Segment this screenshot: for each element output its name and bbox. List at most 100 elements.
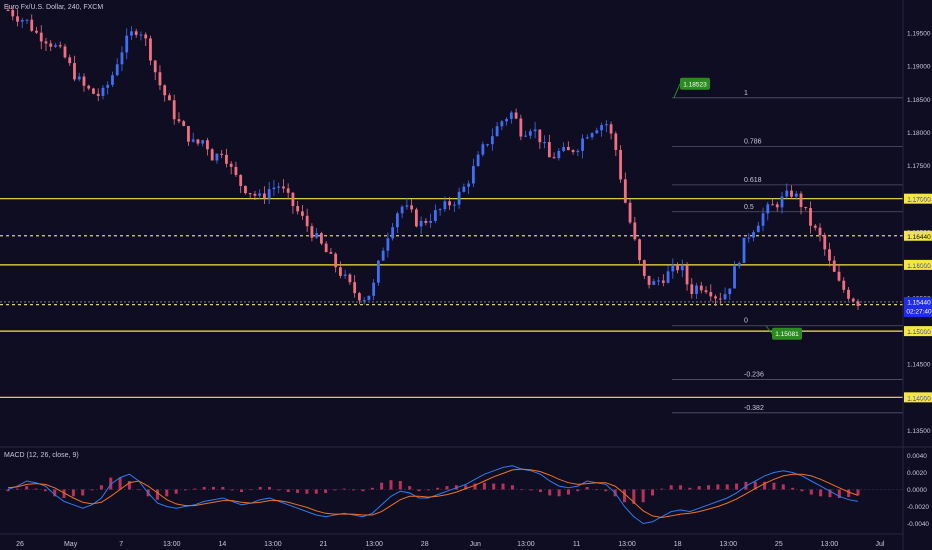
candle-body [438, 209, 442, 211]
macd-histogram-bar [6, 489, 10, 492]
price-tick-label: 1.19000 [907, 64, 931, 71]
macd-histogram-bar [389, 480, 393, 490]
macd-histogram-bar [240, 489, 244, 493]
candle-body [229, 163, 233, 167]
candle-body [429, 220, 433, 223]
time-tick-label: 13:00 [517, 541, 535, 548]
candle-body [282, 186, 285, 189]
macd-histogram-bar [837, 489, 841, 498]
macd-histogram-bar [520, 489, 524, 491]
macd-histogram-bar [305, 489, 309, 494]
candle-body [809, 208, 812, 226]
candle-body [424, 220, 428, 223]
candle-body [524, 135, 527, 137]
candle-body [685, 265, 689, 285]
candle-body [263, 193, 266, 199]
macd-histogram-bar [622, 489, 626, 503]
candle-body [799, 193, 803, 207]
candle-body [543, 142, 546, 144]
level-tag [904, 230, 932, 241]
candle-body [847, 289, 850, 299]
macd-histogram-bar [398, 481, 402, 490]
candle-body [77, 76, 81, 80]
candle-body [248, 193, 252, 195]
candle-body [120, 52, 124, 65]
candle-body [756, 225, 760, 233]
macd-histogram-bar [445, 486, 449, 490]
macd-histogram-bar [277, 489, 281, 491]
candle-body [187, 125, 190, 142]
time-tick-label: 13:00 [719, 541, 737, 548]
candle-body [581, 138, 584, 151]
fibonacci-retracement[interactable]: 1 0.786 0.618 0.5 0 -0.236 -0.382 [672, 90, 903, 414]
candle-body [357, 293, 361, 301]
candle-body [343, 274, 347, 276]
candle-body [106, 84, 110, 88]
candle-body [329, 252, 333, 254]
signal-line [7, 468, 859, 519]
candle-body [614, 133, 618, 150]
candle-body [794, 193, 798, 197]
macd-tick-label: -0.0020 [907, 504, 929, 511]
candle-body [747, 237, 751, 239]
countdown-label: 02:27:40 [906, 308, 932, 315]
fib-level-label: 0 [744, 318, 748, 325]
candle-body [761, 213, 765, 226]
macd-histogram-bar [473, 483, 477, 490]
fib-level-label: -0.382 [744, 405, 764, 412]
macd-histogram-bar [819, 489, 823, 497]
candle-body [258, 193, 262, 196]
annotation-label: 1.15081 [775, 331, 799, 338]
macd-histogram-bar [436, 487, 440, 490]
fib-level-label: 0.5 [744, 204, 754, 211]
candle-body [723, 294, 727, 300]
candle-body [528, 131, 532, 136]
macd-tick-label: 0.0000 [907, 487, 927, 494]
candle-body [576, 150, 580, 153]
candle-body [144, 34, 148, 39]
candle-body [433, 210, 437, 221]
time-tick-label: May [64, 541, 78, 548]
level-tag-label: 1.15000 [907, 329, 931, 336]
price-tick-label: 1.18000 [907, 130, 931, 137]
candle-body [676, 264, 679, 271]
candle-body [63, 46, 67, 58]
macd-histogram-bar [753, 481, 757, 490]
macd-histogram-bar [426, 489, 430, 491]
candle-body [115, 64, 119, 76]
time-tick-label: 7 [119, 541, 123, 548]
candle-body [633, 222, 637, 240]
candle-body [400, 206, 404, 214]
candle-body [225, 154, 228, 164]
candle-body [699, 285, 703, 291]
annotations: 1.18523 1.15081 [673, 77, 802, 340]
candle-body [391, 227, 395, 239]
candle-body [362, 300, 366, 302]
fib-level-label: 0.786 [744, 139, 762, 146]
candle-body [153, 60, 157, 73]
candle-body [353, 282, 357, 294]
candle-body [25, 19, 29, 21]
macd-histogram-bar [725, 484, 729, 490]
candle-body [823, 235, 827, 250]
level-tag [904, 193, 932, 204]
macd-histogram-bar [230, 489, 234, 491]
macd-histogram-bar [99, 485, 103, 490]
time-tick-label: 28 [421, 541, 429, 548]
candle-body [619, 149, 622, 180]
fib-level-label: 1 [744, 90, 748, 97]
candle-body [628, 202, 632, 223]
time-tick-label: 13:00 [821, 541, 839, 548]
macd-histogram-bar [174, 489, 178, 494]
candle-body [320, 233, 323, 244]
candle-body [585, 137, 589, 139]
horizontal-levels[interactable]: 1.170001.164401.160001.154001.150001.140… [0, 193, 932, 403]
candle-body [54, 45, 57, 47]
candle-body [96, 93, 100, 96]
macd-histogram-bar [464, 485, 468, 490]
macd-histogram-bar [155, 489, 159, 500]
price-tick-label: 1.19500 [907, 31, 931, 38]
macd-histogram-bar [34, 488, 38, 490]
macd-histogram-bar [781, 484, 785, 490]
